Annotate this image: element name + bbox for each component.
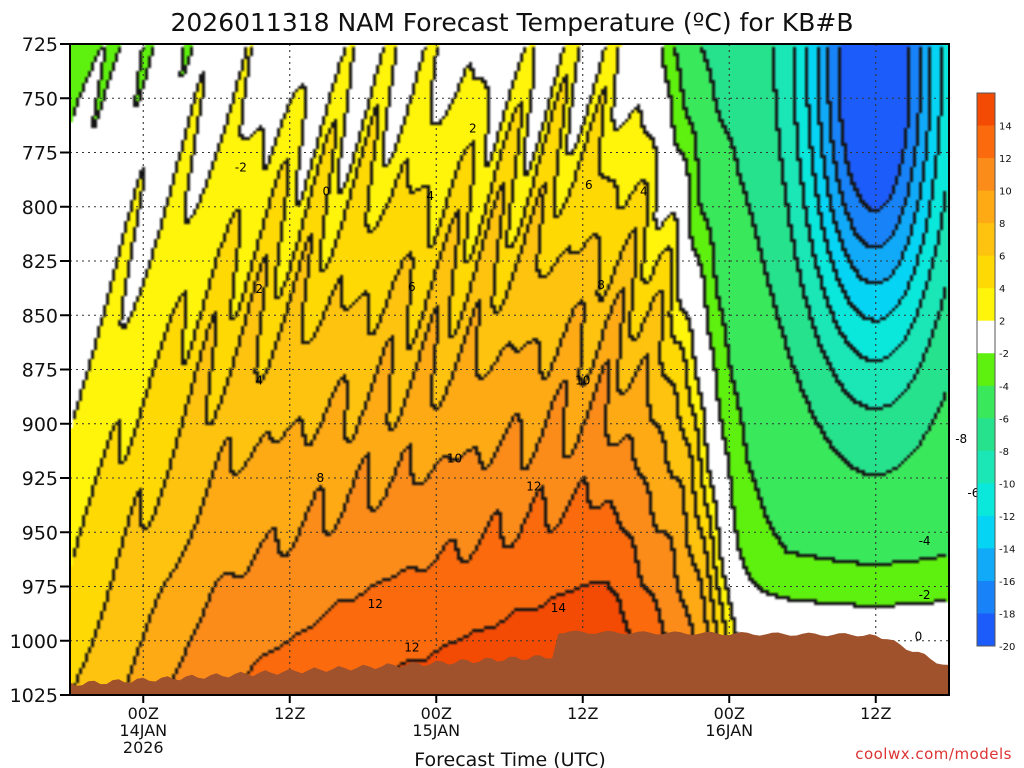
y-tick-label: 1025 (10, 685, 58, 707)
colorbar-tick-label: -14 (999, 544, 1015, 555)
colorbar-tick-label: 12 (999, 154, 1012, 165)
x-tick-label: 12Z (567, 704, 598, 723)
contour-label: 2 (469, 122, 477, 136)
colorbar-tick-label: -10 (999, 479, 1015, 490)
x-tick-label: 00Z (128, 704, 159, 723)
contour-label: 0 (323, 185, 331, 199)
colorbar-swatch (977, 125, 995, 159)
x-tick-label: 00Z (421, 704, 452, 723)
contour-label: 4 (255, 373, 263, 387)
y-tick-label: 975 (22, 577, 58, 599)
contour-label: 6 (585, 178, 593, 192)
contour-label: 12 (404, 640, 419, 654)
colorbar-swatch (977, 613, 995, 647)
y-tick-label: 900 (22, 414, 58, 436)
colorbar-swatch (977, 385, 995, 419)
colorbar-tick-label: -20 (999, 642, 1015, 653)
colorbar-tick-label: -12 (999, 512, 1015, 523)
colorbar-swatch (977, 255, 995, 289)
chart-title: 2026011318 NAM Forecast Temperature (ºC)… (170, 8, 853, 37)
colorbar-swatch (977, 418, 995, 452)
colorbar-tick-label: -6 (999, 414, 1009, 425)
contour-label: 0 (915, 629, 923, 643)
terrain-ground (70, 630, 949, 695)
contour-label: 6 (408, 280, 416, 294)
colorbar-tick-label: -4 (999, 382, 1009, 393)
contour-label: 12 (368, 597, 383, 611)
colorbar-swatch (977, 223, 995, 257)
colorbar-swatch (977, 580, 995, 614)
colorbar-swatch (977, 158, 995, 192)
contour-label: 8 (316, 471, 324, 485)
colorbar-swatch (977, 483, 995, 517)
contour-label: 8 (597, 278, 605, 292)
y-tick-label: 775 (22, 143, 58, 165)
x-tick-label: 12Z (274, 704, 305, 723)
contour-label: -4 (919, 534, 931, 548)
y-axis: 725 750 775 800 825 850 875 900 925 950 975 1000 102… (10, 34, 70, 707)
contour-label: 4 (640, 185, 648, 199)
colorbar-swatch (977, 320, 995, 354)
y-tick-label: 950 (22, 522, 58, 544)
colorbar-swatch (977, 353, 995, 387)
colorbar: 14 12 10 8 6 4 2 -2 -4 -6 -8 -10 -12 -14 -16 -18 -20 (976, 92, 1015, 653)
colorbar-swatch (977, 515, 995, 549)
colorbar-frame (976, 92, 996, 647)
colorbar-tick-label: 2 (999, 317, 1005, 328)
x-tick-label: 12Z (860, 704, 891, 723)
contour-label: 4 (426, 189, 434, 203)
contour-label: 14 (551, 601, 566, 615)
colorbar-tick-label: 10 (999, 187, 1012, 198)
y-tick-label: 800 (22, 197, 58, 219)
y-tick-label: 825 (22, 251, 58, 273)
colorbar-tick-label: 14 (999, 122, 1012, 133)
contour-label: -8 (955, 432, 967, 446)
x-tick-label: 2026 (123, 738, 164, 757)
contour-label: -2 (919, 588, 931, 602)
contour-label: 10 (447, 451, 462, 465)
colorbar-tick-label: -2 (999, 349, 1009, 360)
x-tick-label: 00Z (714, 704, 745, 723)
colorbar-swatch (977, 190, 995, 224)
colorbar-tick-label: -8 (999, 447, 1009, 458)
contour-label: 2 (255, 282, 263, 296)
colorbar-tick-label: 8 (999, 219, 1005, 230)
x-tick-label: 14JAN (119, 721, 167, 740)
colorbar-tick-label: 6 (999, 252, 1005, 263)
contour-label: -6 (967, 486, 979, 500)
contour-label: -2 (235, 161, 247, 175)
contour-label: 12 (526, 480, 541, 494)
colorbar-tick-label: -18 (999, 609, 1015, 620)
y-tick-label: 750 (22, 88, 58, 110)
colorbar-swatch (977, 93, 995, 127)
colorbar-swatch (977, 450, 995, 484)
y-tick-label: 850 (22, 305, 58, 327)
x-tick-label: 16JAN (705, 721, 753, 740)
y-tick-label: 875 (22, 360, 58, 382)
credit-text: coolwx.com/models (855, 745, 1012, 763)
y-tick-label: 725 (22, 34, 58, 56)
colorbar-tick-label: -16 (999, 577, 1015, 588)
colorbar-tick-label: 4 (999, 284, 1005, 295)
colorbar-swatch (977, 548, 995, 582)
y-tick-label: 925 (22, 468, 58, 490)
contour-label: 10 (575, 373, 590, 387)
colorbar-swatch (977, 288, 995, 322)
x-axis-label: Forecast Time (UTC) (414, 749, 605, 768)
y-tick-label: 1000 (10, 631, 58, 653)
x-tick-label: 15JAN (412, 721, 460, 740)
